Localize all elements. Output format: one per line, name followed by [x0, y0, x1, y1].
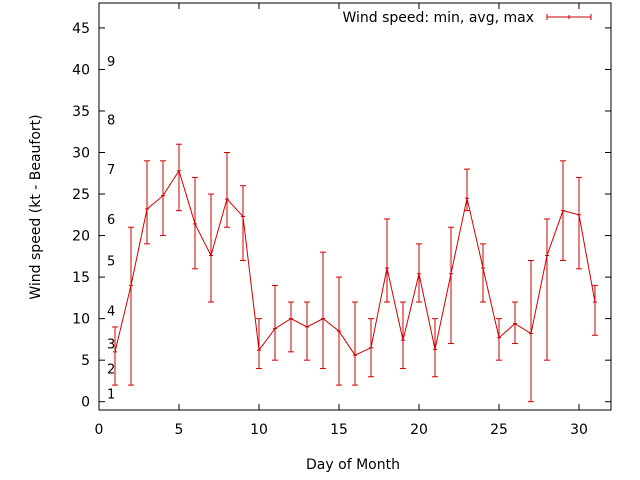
beaufort-label: 6 — [107, 213, 115, 228]
avg-point — [225, 197, 229, 202]
beaufort-label: 2 — [107, 362, 115, 377]
x-tick-label: 5 — [175, 422, 184, 438]
errorbar — [304, 301, 310, 361]
avg-point — [417, 271, 421, 276]
avg-point — [481, 265, 485, 270]
errorbar — [208, 193, 214, 303]
y-tick-label: 35 — [72, 104, 90, 120]
errorbar — [160, 160, 166, 237]
y-tick-label: 10 — [72, 312, 90, 328]
avg-point — [257, 348, 261, 353]
x-tick-label: 20 — [410, 422, 428, 438]
x-tick-label: 0 — [95, 422, 104, 438]
avg-point — [593, 300, 597, 305]
avg-point — [385, 265, 389, 270]
errorbar — [224, 152, 230, 228]
avg-point — [177, 168, 181, 173]
plot-frame — [98, 2, 612, 411]
avg-point — [465, 196, 469, 201]
errorbar — [384, 218, 390, 303]
avg-point — [305, 324, 309, 329]
beaufort-label: 4 — [107, 304, 115, 319]
y-tick-label: 40 — [72, 62, 90, 78]
avg-point — [241, 214, 245, 219]
y-tick-label: 0 — [81, 395, 90, 411]
x-axis-ticks: 0 5 10 15 20 25 30 — [95, 3, 588, 438]
avg-point — [113, 349, 117, 354]
avg-point — [529, 331, 533, 336]
errorbar — [592, 284, 598, 336]
x-tick-label: 30 — [570, 422, 588, 438]
avg-point — [289, 316, 293, 321]
avg-point — [449, 271, 453, 276]
errorbar — [544, 218, 550, 361]
avg-point — [209, 253, 213, 258]
avg-point — [577, 212, 581, 217]
avg-point — [161, 193, 165, 198]
x-tick-label: 10 — [250, 422, 268, 438]
legend-sample-errorbar — [546, 14, 592, 20]
y-tick-label: 15 — [72, 270, 90, 286]
beaufort-label: 1 — [107, 387, 115, 402]
errorbar — [400, 301, 406, 369]
errorbar — [112, 326, 118, 386]
avg-point — [353, 353, 357, 358]
y-axis-title: Wind speed (kt - Beaufort) — [28, 114, 44, 299]
errorbar — [320, 251, 326, 369]
avg-point — [513, 321, 517, 326]
avg-point — [369, 345, 373, 350]
avg-point — [433, 347, 437, 352]
beaufort-label: 5 — [107, 254, 115, 269]
beaufort-label: 8 — [107, 113, 115, 128]
avg-point — [545, 253, 549, 258]
y-tick-label: 30 — [72, 146, 90, 162]
y-tick-label: 20 — [72, 229, 90, 245]
beaufort-label: 7 — [107, 163, 115, 178]
errorbar — [448, 226, 454, 345]
legend: Wind speed: min, avg, max — [342, 10, 592, 26]
errorbar — [480, 243, 486, 303]
avg-point — [337, 329, 341, 334]
errorbar — [288, 301, 294, 353]
legend-label: Wind speed: min, avg, max — [342, 10, 534, 26]
avg-point — [561, 208, 565, 213]
errorbar — [528, 259, 534, 403]
avg-point — [145, 206, 149, 211]
errorbar — [144, 160, 150, 245]
errorbar — [464, 168, 470, 212]
avg-point — [401, 338, 405, 343]
y-tick-label: 5 — [81, 353, 90, 369]
beaufort-label: 9 — [107, 55, 115, 70]
avg-point — [321, 316, 325, 321]
beaufort-scale-labels: 1 2 3 4 5 6 7 8 9 — [107, 55, 115, 402]
errorbar — [272, 284, 278, 361]
errorbar — [240, 185, 246, 261]
avg-point — [273, 326, 277, 331]
errorbar — [352, 301, 358, 386]
errorbar — [128, 226, 134, 386]
x-axis-title: Day of Month — [306, 457, 400, 473]
errorbar — [176, 143, 182, 212]
beaufort-label: 3 — [107, 338, 115, 353]
x-tick-label: 15 — [330, 422, 348, 438]
series-layer — [112, 143, 598, 403]
avg-point — [129, 283, 133, 288]
y-tick-label: 45 — [72, 21, 90, 37]
x-tick-label: 25 — [490, 422, 508, 438]
y-tick-label: 25 — [72, 187, 90, 203]
errorbar — [256, 318, 262, 369]
avg-point — [193, 221, 197, 226]
errorbar — [576, 176, 582, 270]
avg-point — [497, 335, 501, 340]
